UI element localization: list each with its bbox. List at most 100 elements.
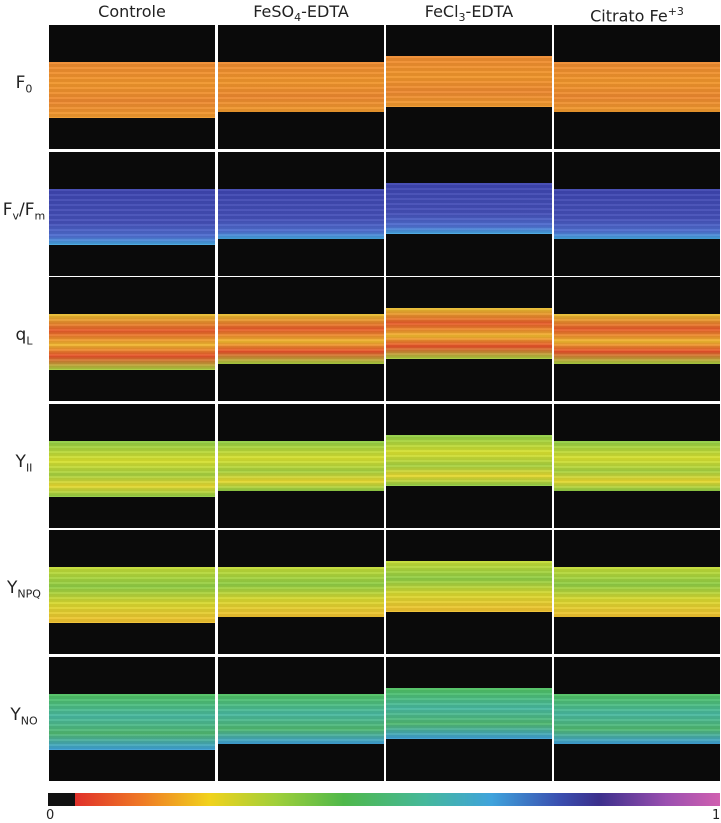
leaf	[386, 561, 552, 612]
leaf	[49, 62, 215, 118]
image-panel	[218, 25, 384, 149]
label-text: Y	[15, 452, 26, 472]
leaf-texture	[386, 183, 552, 234]
leaf-texture	[554, 314, 720, 364]
image-panel	[218, 530, 384, 654]
leaf	[218, 189, 384, 239]
leaf	[554, 694, 720, 744]
leaf	[49, 441, 215, 497]
leaf	[49, 314, 215, 370]
leaf-texture	[554, 441, 720, 491]
label-text: F	[15, 73, 26, 93]
label-sub: L	[26, 334, 33, 348]
label-text: -EDTA	[465, 2, 514, 21]
leaf-texture	[49, 189, 215, 245]
leaf-texture	[554, 567, 720, 617]
leaf	[218, 314, 384, 364]
row-label: YNO	[0, 705, 48, 727]
image-panel	[554, 277, 720, 401]
image-panel	[49, 277, 215, 401]
leaf-texture	[386, 435, 552, 486]
leaf	[218, 567, 384, 617]
leaf-texture	[386, 56, 552, 107]
leaf-texture	[554, 62, 720, 112]
image-panel	[554, 530, 720, 654]
leaf	[554, 314, 720, 364]
leaf-texture	[49, 441, 215, 497]
image-panel	[386, 404, 552, 528]
label-text: FeSO	[253, 2, 295, 21]
leaf-texture	[218, 567, 384, 617]
image-panel	[386, 152, 552, 276]
image-panel	[386, 530, 552, 654]
label-text: Citrato Fe	[590, 6, 668, 26]
label-text: q	[15, 325, 27, 345]
leaf-texture	[386, 308, 552, 359]
label-sub: 3	[458, 11, 466, 25]
image-panel	[386, 657, 552, 781]
leaf	[386, 308, 552, 359]
image-panel	[218, 277, 384, 401]
leaf	[554, 567, 720, 617]
label-sub: NPQ	[17, 587, 41, 601]
leaf	[49, 189, 215, 245]
colorbar	[48, 793, 720, 806]
leaf	[386, 435, 552, 486]
row-label: F0	[0, 73, 48, 95]
column-header: FeCl3-EDTA	[386, 0, 552, 25]
leaf	[218, 441, 384, 491]
leaf-texture	[49, 62, 215, 118]
label-text: Controle	[98, 2, 166, 21]
leaf-texture	[218, 62, 384, 112]
label-sub: II	[25, 461, 33, 475]
leaf	[554, 189, 720, 239]
leaf	[386, 183, 552, 234]
leaf-texture	[554, 694, 720, 744]
leaf	[218, 62, 384, 112]
image-panel	[386, 277, 552, 401]
image-panel	[218, 657, 384, 781]
label-text: Y	[10, 705, 21, 725]
row-label: Fv/Fm	[0, 200, 48, 222]
colorbar-max: 1	[712, 808, 721, 823]
leaf-texture	[49, 694, 215, 750]
row-label: YII	[0, 452, 48, 474]
label-text: F	[2, 200, 13, 220]
image-panel	[49, 25, 215, 149]
leaf-texture	[218, 441, 384, 491]
image-panel	[218, 404, 384, 528]
leaf	[218, 694, 384, 744]
column-header: FeSO4-EDTA	[218, 0, 384, 25]
leaf	[49, 567, 215, 623]
leaf-texture	[386, 688, 552, 739]
image-panel	[554, 404, 720, 528]
leaf	[554, 62, 720, 112]
label-text: /F	[19, 200, 35, 220]
leaf	[386, 688, 552, 739]
image-panel	[386, 25, 552, 149]
label-sub: NO	[20, 714, 38, 728]
image-panel	[554, 657, 720, 781]
label-sub: 0	[25, 82, 33, 96]
leaf-texture	[218, 314, 384, 364]
image-panel	[218, 152, 384, 276]
row-label: YNPQ	[0, 578, 48, 600]
label-text: Y	[7, 578, 18, 598]
leaf	[386, 56, 552, 107]
label-sub: v	[12, 209, 20, 223]
column-header: Controle	[49, 0, 215, 25]
image-panel	[49, 404, 215, 528]
row-label: qL	[0, 325, 48, 347]
label-sub: m	[34, 209, 46, 223]
column-header: Citrato Fe+3	[554, 0, 720, 25]
label-sub: 4	[294, 11, 302, 25]
leaf	[49, 694, 215, 750]
leaf-texture	[554, 189, 720, 239]
image-panel	[49, 152, 215, 276]
image-panel	[49, 657, 215, 781]
leaf-texture	[49, 567, 215, 623]
label-text: FeCl	[424, 2, 459, 21]
image-panel	[49, 530, 215, 654]
leaf-texture	[49, 314, 215, 370]
